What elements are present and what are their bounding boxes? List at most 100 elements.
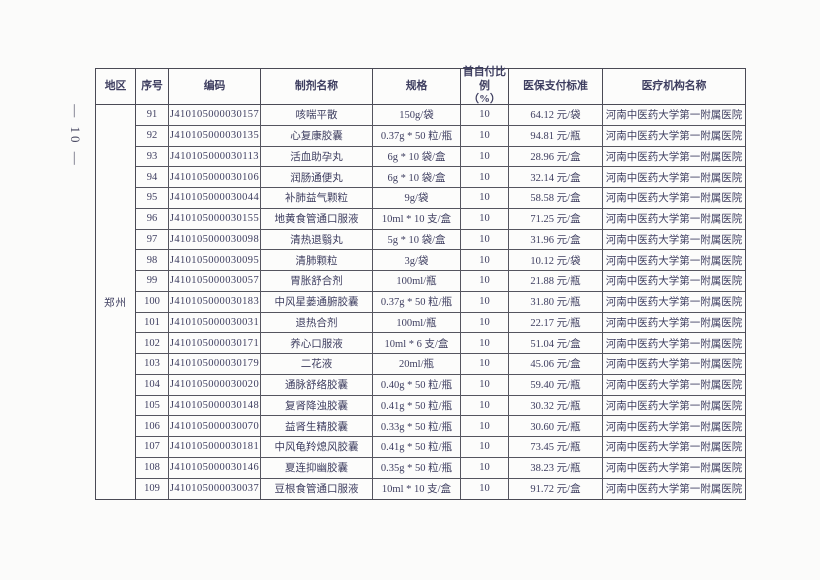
cell-name: 夏连抑幽胶囊: [261, 457, 373, 478]
cell-code: J410105000030070: [169, 416, 261, 436]
cell-standard: 51.04 元/盒: [509, 333, 603, 353]
cell-ratio: 10: [461, 354, 509, 374]
cell-name: 胃胀舒合剂: [261, 271, 373, 291]
cell-spec: 150g/袋: [373, 105, 461, 125]
cell-spec: 0.41g * 50 粒/瓶: [373, 437, 461, 457]
cell-name: 清肺颗粒: [261, 250, 373, 270]
cell-spec: 0.35g * 50 粒/瓶: [373, 457, 461, 478]
cell-code: J410105000030044: [169, 188, 261, 208]
cell-seq: 106: [136, 416, 169, 436]
cell-seq: 93: [136, 146, 169, 167]
cell-standard: 91.72 元/盒: [509, 478, 603, 500]
cell-name: 地黄食管通口服液: [261, 208, 373, 229]
cell-standard: 28.96 元/盒: [509, 146, 603, 167]
cell-name: 益肾生精胶囊: [261, 416, 373, 436]
cell-standard: 30.32 元/瓶: [509, 395, 603, 416]
cell-spec: 6g * 10 袋/盒: [373, 167, 461, 187]
cell-code: J410105000030106: [169, 167, 261, 187]
cell-hospital: 河南中医药大学第一附属医院: [605, 297, 743, 309]
cell-name: 复肾降浊胶囊: [261, 395, 373, 416]
cell-ratio: 10: [461, 478, 509, 500]
cell-standard: 71.25 元/盒: [509, 208, 603, 229]
table-row: 98 J410105000030095 清肺颗粒 3g/袋 10 10.12 元…: [136, 250, 745, 271]
cell-spec: 0.41g * 50 粒/瓶: [373, 395, 461, 416]
cell-code: J410105000030135: [169, 125, 261, 146]
cell-seq: 96: [136, 208, 169, 229]
cell-seq: 99: [136, 271, 169, 291]
table-row: 109 J410105000030037 豆根食管通口服液 10ml * 10 …: [136, 478, 745, 500]
cell-spec: 0.40g * 50 粒/瓶: [373, 374, 461, 395]
table-row: 99 J410105000030057 胃胀舒合剂 100ml/瓶 10 21.…: [136, 271, 745, 292]
cell-code: J410105000030037: [169, 478, 261, 500]
cell-standard: 31.80 元/瓶: [509, 291, 603, 312]
cell-standard: 32.14 元/盒: [509, 167, 603, 187]
cell-ratio: 10: [461, 374, 509, 395]
cell-hospital: 河南中医药大学第一附属医院: [605, 234, 743, 246]
cell-hospital: 河南中医药大学第一附属医院: [605, 110, 743, 122]
cell-code: J410105000030098: [169, 229, 261, 250]
table-row: 106 J410105000030070 益肾生精胶囊 0.33g * 50 粒…: [136, 416, 745, 437]
cell-standard: 45.06 元/盒: [509, 354, 603, 374]
cell-name: 中风龟羚熄风胶囊: [261, 437, 373, 457]
table-row: 108 J410105000030146 夏连抑幽胶囊 0.35g * 50 粒…: [136, 457, 745, 479]
cell-code: J410105000030181: [169, 437, 261, 457]
header-standard: 医保支付标准: [509, 69, 603, 104]
cell-spec: 100ml/瓶: [373, 271, 461, 291]
header-region: 地区: [96, 69, 136, 104]
cell-hospital: 河南中医药大学第一附属医院: [605, 359, 743, 371]
cell-ratio: 10: [461, 437, 509, 457]
cell-spec: 0.33g * 50 粒/瓶: [373, 416, 461, 436]
cell-ratio: 10: [461, 291, 509, 312]
cell-name: 退热合剂: [261, 312, 373, 333]
cell-seq: 103: [136, 354, 169, 374]
cell-hospital: 河南中医药大学第一附属医院: [605, 276, 743, 288]
cell-name: 豆根食管通口服液: [261, 478, 373, 500]
header-spec: 规格: [373, 69, 461, 104]
cell-name: 二花液: [261, 354, 373, 374]
cell-spec: 10ml * 10 支/盒: [373, 208, 461, 229]
cell-name: 活血助孕丸: [261, 146, 373, 167]
table-row: 93 J410105000030113 活血助孕丸 6g * 10 袋/盒 10…: [136, 146, 745, 168]
cell-seq: 91: [136, 105, 169, 125]
header-seq: 序号: [136, 69, 169, 104]
table-row: 100 J410105000030183 中风星蒌通腑胶囊 0.37g * 50…: [136, 291, 745, 313]
cell-hospital: 河南中医药大学第一附属医院: [605, 317, 743, 329]
cell-spec: 5g * 10 袋/盒: [373, 229, 461, 250]
cell-ratio: 10: [461, 333, 509, 353]
cell-hospital: 河南中医药大学第一附属医院: [605, 442, 743, 454]
page-number: — 10 —: [68, 104, 83, 168]
cell-name: 补肺益气颗粒: [261, 188, 373, 208]
cell-hospital: 河南中医药大学第一附属医院: [605, 131, 743, 143]
header-ratio: 首自付比例 （%）: [461, 66, 509, 105]
cell-seq: 98: [136, 250, 169, 270]
cell-ratio: 10: [461, 167, 509, 187]
cell-spec: 10ml * 10 支/盒: [373, 478, 461, 500]
cell-standard: 31.96 元/盒: [509, 229, 603, 250]
cell-code: J410105000030157: [169, 105, 261, 125]
cell-standard: 22.17 元/瓶: [509, 312, 603, 333]
cell-standard: 58.58 元/盒: [509, 188, 603, 208]
cell-ratio: 10: [461, 395, 509, 416]
cell-spec: 9g/袋: [373, 188, 461, 208]
cell-hospital: 河南中医药大学第一附属医院: [605, 400, 743, 412]
cell-code: J410105000030095: [169, 250, 261, 270]
cell-hospital: 河南中医药大学第一附属医院: [605, 421, 743, 433]
cell-standard: 30.60 元/瓶: [509, 416, 603, 436]
cell-spec: 6g * 10 袋/盒: [373, 146, 461, 167]
cell-code: J410105000030183: [169, 291, 261, 312]
cell-name: 中风星蒌通腑胶囊: [261, 291, 373, 312]
table-row: 102 J410105000030171 养心口服液 10ml * 6 支/盒 …: [136, 333, 745, 354]
cell-seq: 97: [136, 229, 169, 250]
table-header-row: 地区 序号 编码 制剂名称 规格 首自付比例 （%） 医保支付标准 医疗机构名称: [96, 66, 745, 105]
cell-standard: 59.40 元/瓶: [509, 374, 603, 395]
table-rows: 91 J410105000030157 咳喘平散 150g/袋 10 64.12…: [136, 105, 745, 500]
cell-seq: 92: [136, 125, 169, 146]
cell-standard: 73.45 元/瓶: [509, 437, 603, 457]
table-row: 94 J410105000030106 润肠通便丸 6g * 10 袋/盒 10…: [136, 167, 745, 188]
cell-name: 心复康胶囊: [261, 125, 373, 146]
cell-hospital: 河南中医药大学第一附属医院: [605, 151, 743, 163]
cell-seq: 108: [136, 457, 169, 478]
cell-seq: 100: [136, 291, 169, 312]
cell-ratio: 10: [461, 105, 509, 125]
cell-name: 通脉舒络胶囊: [261, 374, 373, 395]
